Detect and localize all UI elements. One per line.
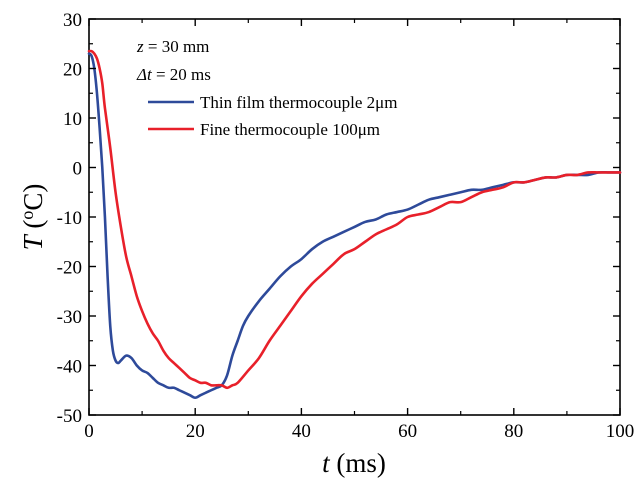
x-axis-unit: (ms) — [330, 448, 386, 478]
y-tick-label: -40 — [57, 357, 82, 378]
x-tick-label: 80 — [504, 421, 523, 442]
legend-label-fine: Fine thermocouple 100μm — [200, 120, 380, 139]
x-tick-label: 0 — [84, 421, 94, 442]
y-tick-label: -20 — [57, 258, 82, 279]
y-tick-label: -30 — [57, 307, 82, 328]
annotation-z: z = 30 mm — [136, 37, 209, 56]
series-line-0 — [87, 52, 622, 399]
y-axis-unit-open: ( — [18, 220, 48, 236]
y-tick-label: -10 — [57, 208, 82, 229]
annotation-dt: Δt = 20 ms — [136, 65, 211, 84]
y-axis-unit-rest: C) — [18, 184, 48, 211]
y-tick-label: 30 — [63, 10, 82, 31]
x-axis-var: t — [322, 448, 331, 478]
annotation-dt-value: = 20 ms — [152, 65, 211, 84]
y-tick-label: 0 — [73, 159, 83, 180]
annotation-z-var: z — [136, 37, 144, 56]
annotation-z-value: = 30 mm — [144, 37, 210, 56]
y-tick-label: 10 — [63, 109, 82, 130]
series-line-1 — [87, 49, 622, 390]
x-tick-label: 40 — [292, 421, 311, 442]
x-tick-label: 20 — [186, 421, 205, 442]
y-axis-var: T — [18, 233, 48, 250]
x-tick-label: 60 — [398, 421, 417, 442]
tick-layer: 0 20 40 60 80 100 -50 -40 -30 -20 -10 0 10 20 30 — [57, 10, 635, 442]
y-tick-label: 20 — [63, 60, 82, 81]
legend-label-thin-film: Thin film thermocouple 2μm — [200, 93, 398, 112]
y-axis-unit-sup: o — [17, 211, 37, 220]
y-tick-label: -50 — [57, 406, 82, 427]
annotation-dt-var: Δt — [136, 65, 153, 84]
x-tick-label: 100 — [606, 421, 635, 442]
legend: Thin film thermocouple 2μm Fine thermoco… — [148, 93, 398, 139]
y-axis-title: T (oC) — [17, 184, 48, 251]
x-axis-title: t (ms) — [322, 448, 386, 478]
series-layer — [87, 49, 622, 399]
